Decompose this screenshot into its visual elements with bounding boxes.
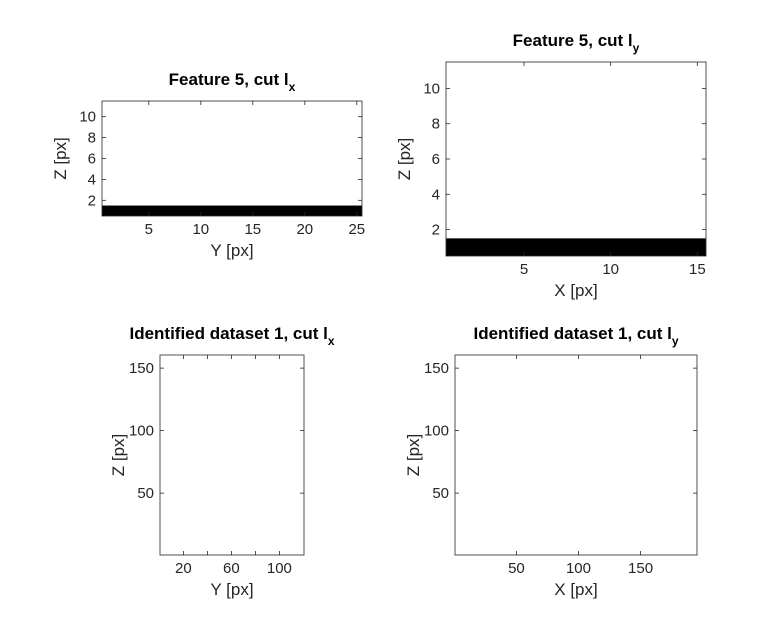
y-tick-label-10: 10: [423, 80, 440, 97]
x-axis-label: Y [px]: [210, 241, 253, 260]
image-filled-region: [102, 205, 362, 216]
chart-title-subscript: x: [289, 80, 296, 94]
y-tick-label-150: 150: [424, 360, 449, 377]
y-tick-label-8: 8: [88, 130, 96, 147]
x-tick-label-20: 20: [175, 560, 192, 577]
image-filled-region: [446, 238, 706, 256]
x-tick-label-5: 5: [520, 261, 528, 278]
chart-title: Feature 5, cut ly: [513, 31, 640, 55]
y-tick-label-100: 100: [129, 423, 154, 440]
y-axis-label: Z [px]: [109, 434, 128, 477]
y-tick-label-8: 8: [432, 116, 440, 133]
y-tick-label-6: 6: [88, 151, 96, 168]
y-tick-label-4: 4: [432, 186, 440, 203]
chart-title: Identified dataset 1, cut lx: [129, 324, 334, 348]
y-axis-label: Z [px]: [51, 137, 70, 180]
x-tick-label-10: 10: [192, 221, 209, 238]
panel-feature-5-cut-y: 5 10 15 2 4 6 8 10 X [px] Z [px] Feature 5, cut ly: [395, 31, 707, 300]
x-tick-label-5: 5: [145, 221, 153, 238]
y-tick-label-2: 2: [432, 222, 440, 239]
plot-area: [446, 62, 706, 256]
y-tick-label-50: 50: [137, 485, 154, 502]
y-axis-label: Z [px]: [404, 434, 423, 477]
chart-title-text: Feature 5, cut l: [169, 70, 289, 89]
panel-identified-dataset-cut-x: 20 60 100 50 100 150 Y [px] Z [px] Identified da…: [109, 324, 335, 599]
x-tick-label-50: 50: [508, 560, 525, 577]
panel-identified-dataset-cut-y: 50 100 150 50 100 150 X [px] Z [px] Identified d…: [404, 324, 698, 599]
chart-title-subscript: y: [672, 334, 679, 348]
x-tick-label-60: 60: [223, 560, 240, 577]
x-tick-label-25: 25: [348, 221, 365, 238]
x-tick-label-10: 10: [602, 261, 619, 278]
y-tick-label-50: 50: [432, 485, 449, 502]
x-tick-label-150: 150: [628, 560, 653, 577]
axes-box: [454, 354, 698, 556]
y-axis-label: Z [px]: [395, 138, 414, 181]
x-tick-label-15: 15: [689, 261, 706, 278]
x-tick-label-20: 20: [296, 221, 313, 238]
y-tick-label-6: 6: [432, 151, 440, 168]
chart-title-text: Identified dataset 1, cut l: [129, 324, 327, 343]
y-tick-label-2: 2: [88, 192, 96, 209]
chart-title: Identified dataset 1, cut ly: [473, 324, 678, 348]
chart-title: Feature 5, cut lx: [169, 70, 296, 94]
x-axis-label: Y [px]: [210, 580, 253, 599]
chart-title-subscript: y: [633, 41, 640, 55]
x-axis-label: X [px]: [554, 281, 597, 300]
chart-title-text: Feature 5, cut l: [513, 31, 633, 50]
plot-area: [102, 101, 362, 216]
y-tick-label-10: 10: [79, 109, 96, 126]
y-tick-label-100: 100: [424, 423, 449, 440]
y-tick-label-150: 150: [129, 360, 154, 377]
plot-area: [160, 355, 304, 555]
x-tick-label-15: 15: [244, 221, 261, 238]
x-axis-label: X [px]: [554, 580, 597, 599]
axes-box: [159, 354, 305, 556]
y-tick-label-4: 4: [88, 171, 96, 188]
chart-title-subscript: x: [328, 334, 335, 348]
x-tick-label-100: 100: [566, 560, 591, 577]
plot-area: [455, 355, 697, 555]
chart-title-text: Identified dataset 1, cut l: [473, 324, 671, 343]
x-tick-label-100: 100: [267, 560, 292, 577]
